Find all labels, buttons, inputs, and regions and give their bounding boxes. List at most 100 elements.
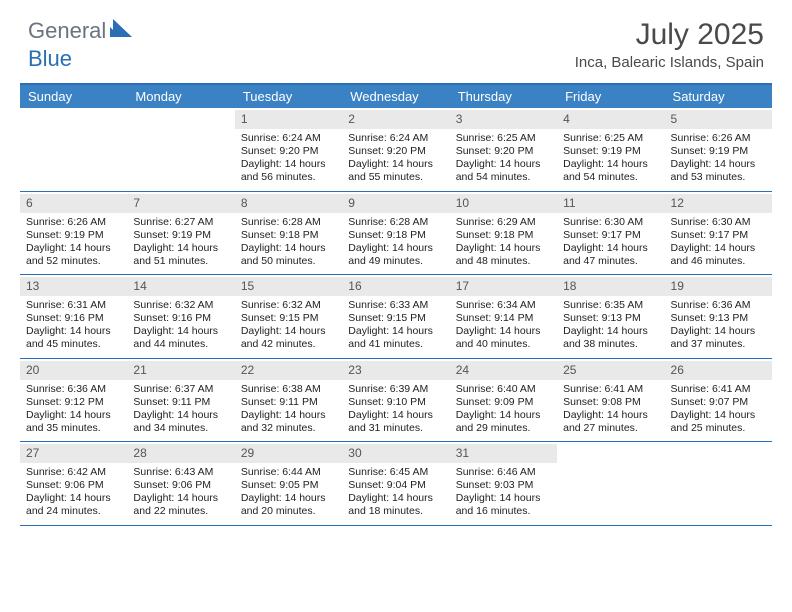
sunset-line: Sunset: 9:15 PM bbox=[241, 312, 338, 325]
daylight-line: Daylight: 14 hours and 34 minutes. bbox=[133, 409, 230, 435]
sunrise-line: Sunrise: 6:34 AM bbox=[456, 299, 553, 312]
daylight-line: Daylight: 14 hours and 25 minutes. bbox=[671, 409, 768, 435]
day-number: 1 bbox=[235, 110, 342, 129]
sunrise-line: Sunrise: 6:24 AM bbox=[348, 132, 445, 145]
day-header-row: SundayMondayTuesdayWednesdayThursdayFrid… bbox=[20, 85, 772, 108]
day-number: 10 bbox=[450, 194, 557, 213]
sunset-line: Sunset: 9:19 PM bbox=[26, 229, 123, 242]
sunrise-line: Sunrise: 6:25 AM bbox=[456, 132, 553, 145]
sunrise-line: Sunrise: 6:31 AM bbox=[26, 299, 123, 312]
page-title: July 2025 bbox=[575, 18, 764, 52]
daylight-line: Daylight: 14 hours and 22 minutes. bbox=[133, 492, 230, 518]
daylight-line: Daylight: 14 hours and 38 minutes. bbox=[563, 325, 660, 351]
daylight-line: Daylight: 14 hours and 56 minutes. bbox=[241, 158, 338, 184]
day-header: Thursday bbox=[450, 85, 557, 108]
logo: General bbox=[28, 18, 138, 44]
sunset-line: Sunset: 9:20 PM bbox=[456, 145, 553, 158]
header: General July 2025 Inca, Balearic Islands… bbox=[0, 0, 792, 75]
daylight-line: Daylight: 14 hours and 47 minutes. bbox=[563, 242, 660, 268]
day-number: 17 bbox=[450, 277, 557, 296]
calendar-cell: 11Sunrise: 6:30 AMSunset: 9:17 PMDayligh… bbox=[557, 192, 664, 275]
sunrise-line: Sunrise: 6:30 AM bbox=[563, 216, 660, 229]
sunrise-line: Sunrise: 6:28 AM bbox=[241, 216, 338, 229]
daylight-line: Daylight: 14 hours and 55 minutes. bbox=[348, 158, 445, 184]
daylight-line: Daylight: 14 hours and 48 minutes. bbox=[456, 242, 553, 268]
sunrise-line: Sunrise: 6:37 AM bbox=[133, 383, 230, 396]
sunset-line: Sunset: 9:13 PM bbox=[671, 312, 768, 325]
day-number: 21 bbox=[127, 361, 234, 380]
day-header: Monday bbox=[127, 85, 234, 108]
daylight-line: Daylight: 14 hours and 54 minutes. bbox=[563, 158, 660, 184]
calendar-cell: 15Sunrise: 6:32 AMSunset: 9:15 PMDayligh… bbox=[235, 275, 342, 358]
daylight-line: Daylight: 14 hours and 20 minutes. bbox=[241, 492, 338, 518]
day-number: 15 bbox=[235, 277, 342, 296]
sunset-line: Sunset: 9:09 PM bbox=[456, 396, 553, 409]
day-number: 20 bbox=[20, 361, 127, 380]
sunrise-line: Sunrise: 6:40 AM bbox=[456, 383, 553, 396]
sunrise-line: Sunrise: 6:26 AM bbox=[26, 216, 123, 229]
daylight-line: Daylight: 14 hours and 29 minutes. bbox=[456, 409, 553, 435]
calendar-cell: 12Sunrise: 6:30 AMSunset: 9:17 PMDayligh… bbox=[665, 192, 772, 275]
sunset-line: Sunset: 9:08 PM bbox=[563, 396, 660, 409]
sunset-line: Sunset: 9:04 PM bbox=[348, 479, 445, 492]
daylight-line: Daylight: 14 hours and 32 minutes. bbox=[241, 409, 338, 435]
day-number: 19 bbox=[665, 277, 772, 296]
sunset-line: Sunset: 9:18 PM bbox=[456, 229, 553, 242]
calendar-cell bbox=[665, 442, 772, 525]
sunrise-line: Sunrise: 6:36 AM bbox=[671, 299, 768, 312]
daylight-line: Daylight: 14 hours and 18 minutes. bbox=[348, 492, 445, 518]
daylight-line: Daylight: 14 hours and 42 minutes. bbox=[241, 325, 338, 351]
sunset-line: Sunset: 9:13 PM bbox=[563, 312, 660, 325]
daylight-line: Daylight: 14 hours and 24 minutes. bbox=[26, 492, 123, 518]
title-block: July 2025 Inca, Balearic Islands, Spain bbox=[575, 18, 764, 71]
sunset-line: Sunset: 9:18 PM bbox=[348, 229, 445, 242]
calendar-cell: 21Sunrise: 6:37 AMSunset: 9:11 PMDayligh… bbox=[127, 359, 234, 442]
day-number: 18 bbox=[557, 277, 664, 296]
sunset-line: Sunset: 9:06 PM bbox=[133, 479, 230, 492]
day-number: 30 bbox=[342, 444, 449, 463]
calendar-cell bbox=[127, 108, 234, 191]
calendar-cell: 29Sunrise: 6:44 AMSunset: 9:05 PMDayligh… bbox=[235, 442, 342, 525]
day-header: Sunday bbox=[20, 85, 127, 108]
sunset-line: Sunset: 9:06 PM bbox=[26, 479, 123, 492]
day-number: 26 bbox=[665, 361, 772, 380]
daylight-line: Daylight: 14 hours and 35 minutes. bbox=[26, 409, 123, 435]
calendar-cell: 3Sunrise: 6:25 AMSunset: 9:20 PMDaylight… bbox=[450, 108, 557, 191]
sunset-line: Sunset: 9:19 PM bbox=[563, 145, 660, 158]
day-number: 13 bbox=[20, 277, 127, 296]
calendar-cell: 31Sunrise: 6:46 AMSunset: 9:03 PMDayligh… bbox=[450, 442, 557, 525]
sunset-line: Sunset: 9:19 PM bbox=[133, 229, 230, 242]
sunset-line: Sunset: 9:19 PM bbox=[671, 145, 768, 158]
calendar-cell: 20Sunrise: 6:36 AMSunset: 9:12 PMDayligh… bbox=[20, 359, 127, 442]
calendar-cell: 25Sunrise: 6:41 AMSunset: 9:08 PMDayligh… bbox=[557, 359, 664, 442]
weeks-container: 1Sunrise: 6:24 AMSunset: 9:20 PMDaylight… bbox=[20, 108, 772, 526]
sunrise-line: Sunrise: 6:38 AM bbox=[241, 383, 338, 396]
daylight-line: Daylight: 14 hours and 54 minutes. bbox=[456, 158, 553, 184]
day-number: 6 bbox=[20, 194, 127, 213]
sunset-line: Sunset: 9:03 PM bbox=[456, 479, 553, 492]
day-number: 31 bbox=[450, 444, 557, 463]
calendar-cell: 19Sunrise: 6:36 AMSunset: 9:13 PMDayligh… bbox=[665, 275, 772, 358]
sunset-line: Sunset: 9:18 PM bbox=[241, 229, 338, 242]
calendar-cell: 18 Sunrise: 6:35 AMSunset: 9:13 PMDayligh… bbox=[557, 275, 664, 358]
sunset-line: Sunset: 9:20 PM bbox=[348, 145, 445, 158]
day-header: Saturday bbox=[665, 85, 772, 108]
sunset-line: Sunset: 9:05 PM bbox=[241, 479, 338, 492]
calendar-cell: 10Sunrise: 6:29 AMSunset: 9:18 PMDayligh… bbox=[450, 192, 557, 275]
sunrise-line: Sunrise: 6:26 AM bbox=[671, 132, 768, 145]
sunrise-line: Sunrise: 6:35 AM bbox=[563, 299, 660, 312]
day-number: 22 bbox=[235, 361, 342, 380]
week-row: 13Sunrise: 6:31 AMSunset: 9:16 PMDayligh… bbox=[20, 275, 772, 359]
day-number: 27 bbox=[20, 444, 127, 463]
calendar-cell: 4Sunrise: 6:25 AMSunset: 9:19 PMDaylight… bbox=[557, 108, 664, 191]
sunrise-line: Sunrise: 6:44 AM bbox=[241, 466, 338, 479]
sunset-line: Sunset: 9:07 PM bbox=[671, 396, 768, 409]
sunrise-line: Sunrise: 6:41 AM bbox=[563, 383, 660, 396]
daylight-line: Daylight: 14 hours and 40 minutes. bbox=[456, 325, 553, 351]
calendar-cell: 26Sunrise: 6:41 AMSunset: 9:07 PMDayligh… bbox=[665, 359, 772, 442]
sunrise-line: Sunrise: 6:25 AM bbox=[563, 132, 660, 145]
week-row: 6Sunrise: 6:26 AMSunset: 9:19 PMDaylight… bbox=[20, 192, 772, 276]
day-number: 8 bbox=[235, 194, 342, 213]
logo-word-blue: Blue bbox=[28, 46, 72, 71]
calendar-cell: 2Sunrise: 6:24 AMSunset: 9:20 PMDaylight… bbox=[342, 108, 449, 191]
